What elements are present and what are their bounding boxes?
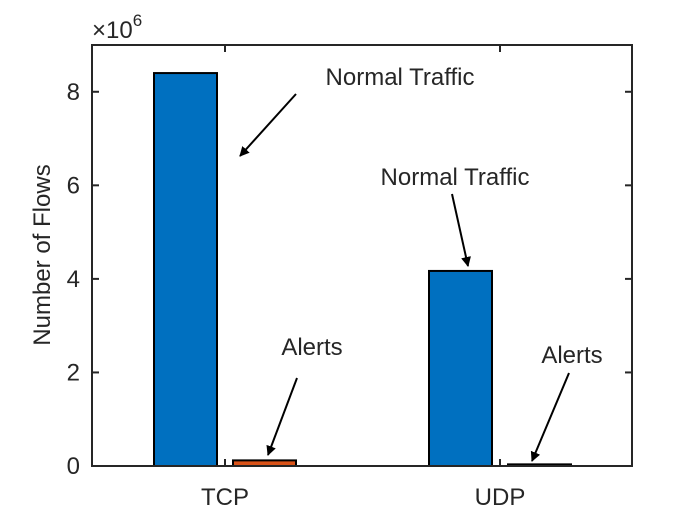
annotation-arrow	[239, 93, 297, 157]
annotation-label-udp-alerts: Alerts	[541, 342, 602, 369]
annotation-label-tcp-alerts: Alerts	[281, 334, 342, 361]
y-tick-label: 0	[67, 453, 80, 480]
y-tick-label: 2	[67, 359, 80, 386]
y-exponent-label: ×106	[92, 11, 142, 44]
y-tick-label: 8	[67, 79, 80, 106]
y-tick-label: 4	[67, 266, 80, 293]
annotation-arrow	[530, 372, 570, 462]
x-tick-label-tcp: TCP	[201, 484, 249, 511]
annotations-layer: Normal Traffic Alerts Normal Traffic Alerts	[239, 64, 603, 462]
axes-box	[91, 44, 633, 467]
bar-tcp-series-0	[153, 72, 218, 467]
y-tick-label: 6	[67, 172, 80, 199]
annotation-arrow	[266, 377, 298, 456]
annotation-arrow	[451, 193, 471, 267]
annotation-label-tcp-normal: Normal Traffic	[326, 64, 475, 91]
x-tick-label-udp: UDP	[475, 484, 526, 511]
y-axis-label: Number of Flows	[29, 164, 56, 345]
bar-udp-series-0	[428, 269, 493, 468]
annotation-label-udp-normal: Normal Traffic	[381, 164, 530, 191]
ticks-layer: 0 2 4 6 8 TCP UDP	[67, 45, 632, 511]
bars-layer	[153, 72, 572, 468]
